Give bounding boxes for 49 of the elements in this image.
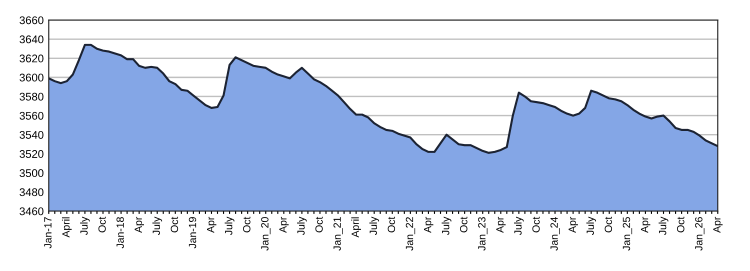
x-tick-label: July — [80, 216, 90, 236]
x-tick-label: Jan_21 — [333, 217, 343, 251]
x-tick-label: July — [297, 216, 307, 236]
x-tick-label: Apr — [713, 216, 723, 233]
y-tick-label: 3520 — [20, 150, 44, 158]
x-tick-label: Apr — [279, 216, 289, 233]
x-tick-label: Jan_26 — [695, 217, 704, 251]
y-tick-label: 3540 — [20, 130, 44, 139]
x-tick-label: Oct — [170, 216, 178, 232]
x-tick-label: Apr — [207, 216, 216, 233]
x-tick-label: July — [658, 216, 668, 236]
x-tick-label: Oct — [532, 216, 540, 232]
x-tick-label: Oct — [460, 216, 468, 232]
x-tick-label: Jan_22 — [406, 217, 416, 251]
x-tick-label: Jan_25 — [622, 217, 632, 251]
x-tick-label: Apr — [568, 216, 578, 233]
y-tick-label: 3560 — [20, 112, 44, 120]
x-tick-label: Oct — [604, 216, 612, 232]
x-tick-label: Oct — [388, 216, 396, 232]
x-tick-label: July — [369, 216, 380, 236]
x-tick-label: Apr — [496, 216, 506, 233]
x-tick-label: Oct — [243, 216, 250, 232]
y-tick-label: 3500 — [20, 169, 44, 178]
x-tick-label: July — [514, 216, 524, 236]
y-tick-label: 3460 — [20, 207, 44, 216]
x-tick-label: Jan_20 — [261, 217, 270, 251]
y-tick-label: 3580 — [20, 92, 44, 101]
x-tick-label: July — [442, 216, 452, 236]
x-tick-label: Jan-19 — [188, 217, 196, 248]
x-tick-label: Apr — [134, 216, 144, 233]
x-tick-label: Oct — [315, 216, 323, 232]
y-tick-label: 3640 — [20, 35, 44, 44]
x-tick-label: July — [224, 216, 234, 236]
y-tick-label: 3480 — [20, 188, 44, 196]
x-tick-label: Jan_24 — [550, 216, 560, 251]
x-tick-label: Jan_23 — [478, 217, 488, 251]
y-tick-label: 3600 — [20, 74, 44, 82]
y-tick-label: 3660 — [20, 16, 44, 24]
x-tick-label: April — [351, 217, 361, 238]
x-tick-label: Jan-17 — [44, 217, 52, 248]
y-tick-label: 3620 — [20, 54, 44, 62]
x-tick-label: Apr — [640, 216, 650, 233]
x-tick-label: July — [152, 216, 162, 236]
x-tick-label: Apr — [424, 216, 434, 233]
x-tick-label: Jan-18 — [116, 217, 124, 248]
x-tick-label: Oct — [677, 216, 684, 232]
x-tick-label: April — [62, 217, 72, 238]
x-tick-label: Oct — [98, 216, 106, 232]
x-tick-label: July — [586, 216, 596, 236]
